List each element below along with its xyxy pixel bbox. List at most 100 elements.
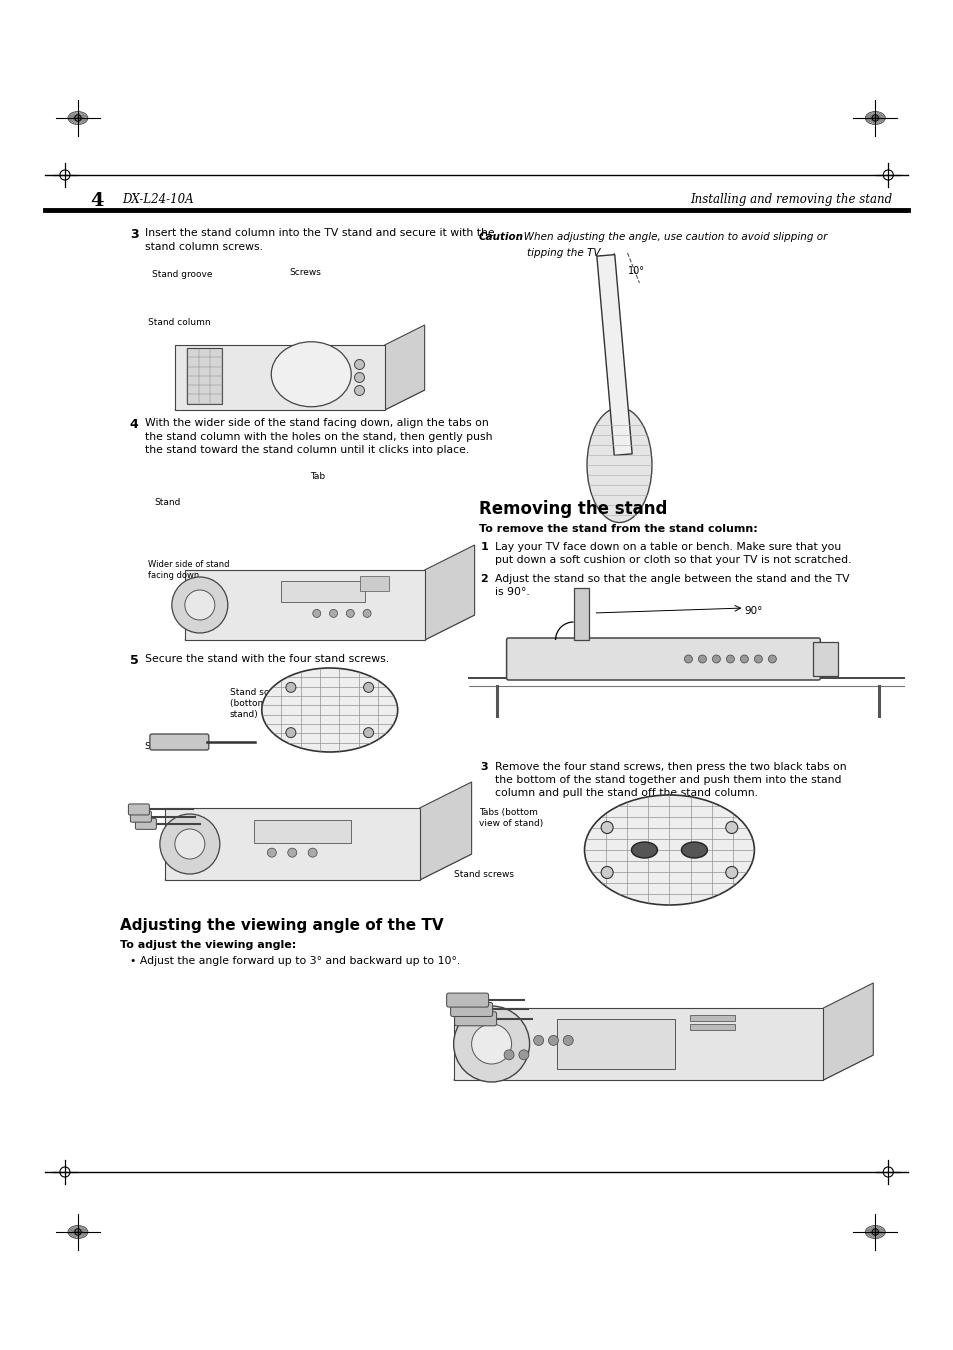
Circle shape	[346, 609, 354, 617]
Text: Caution: Caution	[478, 232, 523, 242]
Polygon shape	[185, 616, 474, 640]
Text: Removing the stand: Removing the stand	[478, 500, 666, 518]
Circle shape	[286, 682, 295, 693]
Circle shape	[363, 682, 374, 693]
Polygon shape	[419, 782, 471, 880]
Circle shape	[329, 609, 337, 617]
FancyBboxPatch shape	[135, 818, 156, 829]
Text: 2: 2	[480, 574, 488, 585]
Circle shape	[600, 867, 613, 879]
Text: Secure the stand with the four stand screws.: Secure the stand with the four stand scr…	[145, 653, 389, 664]
Text: 4: 4	[130, 418, 138, 431]
Circle shape	[313, 609, 320, 617]
Ellipse shape	[680, 842, 707, 859]
Text: Adjusting the viewing angle of the TV: Adjusting the viewing angle of the TV	[120, 918, 443, 933]
Text: DX-L24-10A: DX-L24-10A	[122, 193, 193, 207]
Text: Wider side of stand
facing down: Wider side of stand facing down	[148, 560, 229, 580]
Text: 90°: 90°	[743, 606, 762, 616]
Circle shape	[288, 848, 296, 857]
Circle shape	[562, 1035, 573, 1045]
Text: Lay your TV face down on a table or bench. Make sure that you
put down a soft cu: Lay your TV face down on a table or benc…	[494, 541, 850, 566]
Circle shape	[503, 1050, 514, 1060]
Text: 5: 5	[130, 653, 138, 667]
FancyBboxPatch shape	[450, 1003, 492, 1017]
Circle shape	[160, 814, 219, 873]
Polygon shape	[597, 255, 632, 455]
Polygon shape	[454, 1054, 872, 1080]
Circle shape	[286, 728, 295, 737]
Circle shape	[600, 822, 613, 833]
Polygon shape	[822, 983, 872, 1080]
Text: : When adjusting the angle, use caution to avoid slipping or: : When adjusting the angle, use caution …	[516, 232, 826, 242]
Ellipse shape	[261, 668, 397, 752]
Polygon shape	[384, 325, 424, 410]
Text: Stand: Stand	[154, 498, 181, 508]
Circle shape	[712, 655, 720, 663]
Text: Screws: Screws	[290, 269, 321, 277]
Circle shape	[767, 655, 776, 663]
Circle shape	[174, 829, 205, 859]
Circle shape	[355, 386, 364, 396]
Bar	[280, 580, 364, 602]
Text: Remove the four stand screws, then press the two black tabs on
the bottom of the: Remove the four stand screws, then press…	[494, 761, 845, 798]
Circle shape	[355, 359, 364, 370]
Bar	[573, 589, 588, 640]
Text: 3°: 3°	[603, 270, 614, 279]
Circle shape	[725, 867, 737, 879]
Circle shape	[740, 655, 747, 663]
Text: Stand screw holes
(bottom view of
stand): Stand screw holes (bottom view of stand)	[230, 688, 312, 720]
Polygon shape	[165, 809, 419, 880]
Circle shape	[533, 1035, 543, 1045]
FancyBboxPatch shape	[455, 1011, 497, 1026]
Bar	[690, 1015, 734, 1021]
Circle shape	[185, 590, 214, 620]
Text: To adjust the viewing angle:: To adjust the viewing angle:	[120, 940, 295, 950]
Bar	[690, 1023, 734, 1030]
Ellipse shape	[586, 408, 651, 522]
Ellipse shape	[68, 1226, 88, 1238]
Polygon shape	[454, 1008, 822, 1080]
Polygon shape	[185, 570, 424, 640]
Ellipse shape	[631, 842, 657, 859]
Circle shape	[698, 655, 705, 663]
Text: Insert the stand column into the TV stand and secure it with the
stand column sc: Insert the stand column into the TV stan…	[145, 228, 494, 251]
Text: To remove the stand from the stand column:: To remove the stand from the stand colum…	[478, 524, 757, 535]
Text: 3: 3	[130, 228, 138, 242]
Circle shape	[518, 1050, 528, 1060]
Text: 10°: 10°	[627, 266, 644, 275]
Text: 1: 1	[480, 541, 488, 552]
Text: Adjust the stand so that the angle between the stand and the TV
is 90°.: Adjust the stand so that the angle betwe…	[494, 574, 848, 597]
Ellipse shape	[864, 1226, 884, 1238]
Circle shape	[754, 655, 761, 663]
FancyBboxPatch shape	[129, 805, 150, 815]
Bar	[187, 348, 222, 404]
Polygon shape	[174, 346, 384, 410]
Bar	[253, 819, 351, 842]
Ellipse shape	[68, 112, 88, 124]
Polygon shape	[174, 390, 424, 410]
Circle shape	[683, 655, 692, 663]
Circle shape	[355, 373, 364, 382]
Circle shape	[454, 1006, 529, 1081]
Circle shape	[471, 1025, 511, 1064]
Bar	[813, 643, 838, 676]
Bar	[557, 1019, 675, 1069]
FancyBboxPatch shape	[131, 811, 152, 822]
Text: Tab: Tab	[310, 472, 325, 481]
Circle shape	[172, 576, 228, 633]
Text: • Adjust the angle forward up to 3° and backward up to 10°.: • Adjust the angle forward up to 3° and …	[130, 956, 459, 967]
Circle shape	[548, 1035, 558, 1045]
Ellipse shape	[584, 795, 754, 905]
Text: Stand column: Stand column	[148, 319, 211, 327]
FancyBboxPatch shape	[506, 639, 820, 680]
Circle shape	[725, 822, 737, 833]
Circle shape	[725, 655, 734, 663]
Text: tipping the TV.: tipping the TV.	[526, 248, 601, 258]
Circle shape	[363, 728, 374, 737]
Polygon shape	[424, 545, 474, 640]
Circle shape	[308, 848, 316, 857]
Text: Stand screws: Stand screws	[145, 743, 205, 751]
FancyBboxPatch shape	[150, 734, 209, 751]
Text: With the wider side of the stand facing down, align the tabs on
the stand column: With the wider side of the stand facing …	[145, 418, 492, 455]
Text: Tabs (bottom
view of stand): Tabs (bottom view of stand)	[478, 809, 542, 828]
